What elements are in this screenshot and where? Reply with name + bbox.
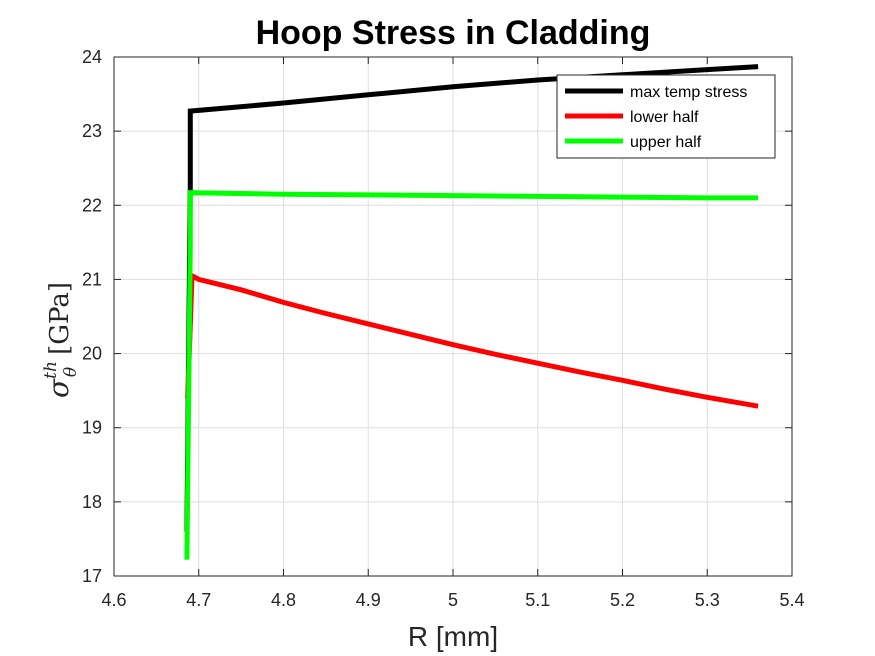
x-tick-label: 5.2: [610, 590, 635, 610]
y-tick-label: 18: [82, 492, 102, 512]
series-layer: [184, 64, 759, 560]
y-tick-label: 22: [82, 195, 102, 215]
series-line-upper-half: [184, 190, 759, 560]
svg-text:σthθ[GPa]: σthθ [GPa]: [41, 282, 81, 398]
x-axis-ticks: 4.6 4.7 4.8 4.9 5 5.1 5.2 5.3 5.4: [101, 57, 805, 610]
legend: max temp stress lower half upper half: [556, 74, 776, 159]
y-axis-label-subscript: θ: [61, 367, 81, 377]
x-tick-label: 5.4: [779, 590, 804, 610]
y-tick-label: 24: [82, 47, 102, 67]
x-tick-label: 4.6: [101, 590, 126, 610]
legend-label-upper-half: upper half: [630, 134, 702, 151]
y-tick-label: 17: [82, 566, 102, 586]
y-tick-label: 23: [82, 121, 102, 141]
y-axis-label-symbol: σ: [42, 378, 75, 398]
series-line-lower-half: [185, 271, 759, 409]
x-tick-label: 4.7: [186, 590, 211, 610]
x-tick-label: 5: [448, 590, 458, 610]
x-axis-label: R [mm]: [408, 621, 498, 652]
y-axis-ticks: 17 18 19 20 21 22 23 24: [82, 47, 792, 586]
legend-label-lower-half: lower half: [630, 109, 699, 126]
y-tick-label: 19: [82, 418, 102, 438]
series-line-max-temp-stress: [184, 64, 759, 532]
y-tick-label: 21: [82, 269, 102, 289]
chart-title: Hoop Stress in Cladding: [256, 14, 651, 52]
y-axis-label: σthθ [GPa]: [41, 282, 81, 398]
x-tick-label: 5.3: [695, 590, 720, 610]
x-tick-label: 4.9: [356, 590, 381, 610]
x-tick-label: 4.8: [271, 590, 296, 610]
y-axis-label-superscript: th: [41, 361, 61, 379]
y-axis-label-unit: [GPa]: [45, 282, 75, 355]
legend-label-max-temp-stress: max temp stress: [630, 84, 747, 101]
x-tick-label: 5.1: [525, 590, 550, 610]
y-tick-label: 20: [82, 344, 102, 364]
